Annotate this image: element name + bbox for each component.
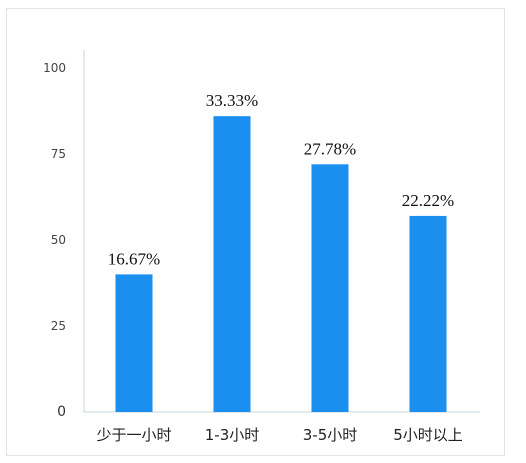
- bar: [409, 215, 447, 412]
- y-axis-ticks: 0 25 50 75 100: [43, 61, 66, 420]
- bar-data-label: 22.22%: [402, 191, 454, 210]
- y-tick-label: 0: [57, 404, 66, 420]
- x-tick-label: 5小时以上: [393, 426, 463, 444]
- bar: [115, 274, 153, 412]
- bar: [213, 116, 251, 412]
- y-tick-label: 100: [43, 61, 66, 75]
- y-tick-label: 75: [51, 147, 66, 161]
- bar-data-label: 33.33%: [206, 91, 258, 110]
- chart-bars: [115, 116, 447, 412]
- x-tick-label: 1-3小时: [205, 426, 260, 444]
- data-labels: 16.67% 33.33% 27.78% 22.22%: [108, 91, 454, 268]
- bar-data-label: 16.67%: [108, 249, 160, 268]
- y-tick-label: 25: [51, 319, 66, 333]
- x-axis-ticks: 少于一小时 1-3小时 3-5小时 5小时以上: [96, 426, 462, 444]
- bar: [311, 164, 349, 412]
- y-tick-label: 50: [51, 233, 66, 247]
- x-tick-label: 少于一小时: [96, 426, 171, 444]
- bar-data-label: 27.78%: [304, 139, 356, 158]
- x-tick-label: 3-5小时: [303, 426, 358, 444]
